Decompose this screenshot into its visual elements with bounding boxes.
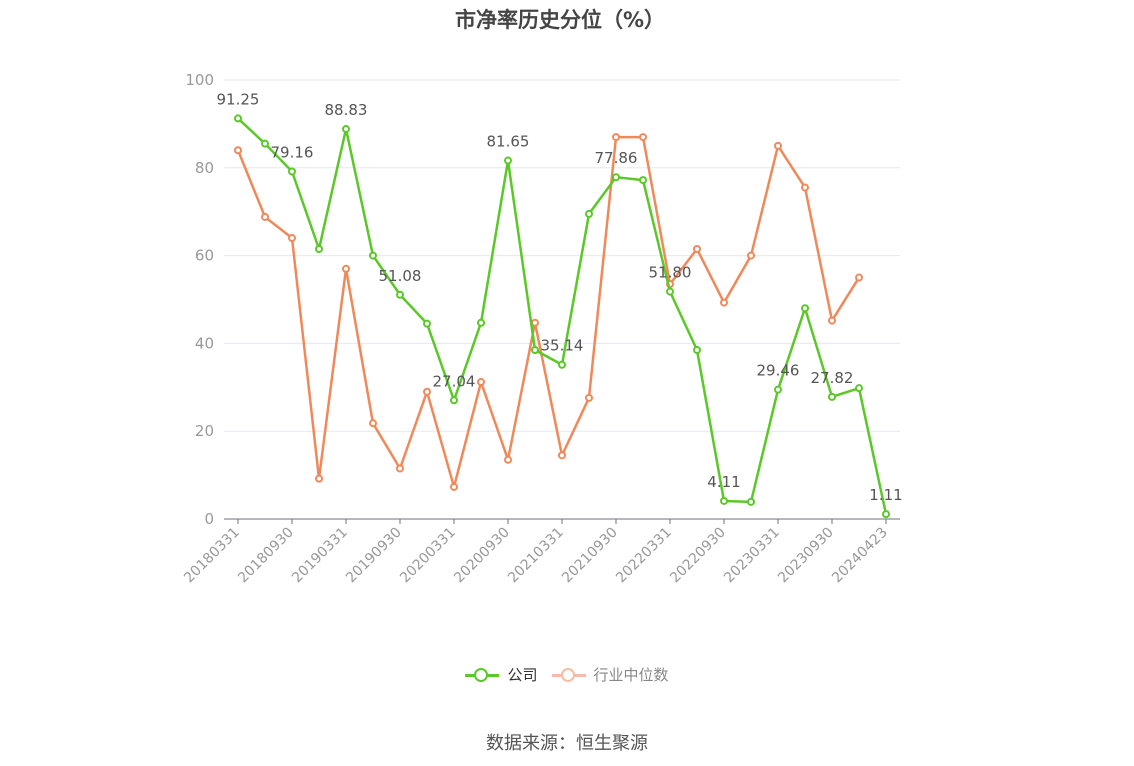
data-label: 27.82 [811,369,854,387]
y-axis: 0 20 40 60 80 100 [185,71,214,528]
data-point-company [882,510,890,519]
y-tick-label: 80 [195,159,214,177]
data-point-industry [477,378,485,387]
data-point-company [720,496,728,505]
data-point-industry [288,234,296,243]
data-point-company [774,385,782,394]
data-point-company [288,167,296,176]
data-point-industry [693,245,701,254]
legend-item-company[interactable]: 公司 [465,664,538,685]
x-tick-label: 20200930 [451,525,513,587]
x-tick-label: 20200331 [397,525,459,587]
data-point-company [315,245,323,254]
data-point-company [261,139,269,148]
data-label: 51.80 [649,264,692,282]
data-label: 88.83 [325,101,368,119]
data-point-industry [585,393,593,402]
x-tick-label: 20230930 [775,525,837,587]
data-labels: 91.25 79.16 88.83 51.08 27.04 81.65 35.14 77.86… [217,90,903,504]
data-point-industry [450,482,458,491]
data-point-industry [855,273,863,282]
x-tick-label: 20190930 [343,525,405,587]
x-axis: 2018033120180930201903312019093020200331… [181,518,900,587]
data-point-company [423,319,431,328]
x-tick-label: 20210331 [505,525,567,587]
x-tick-label: 20190331 [289,525,351,587]
data-point-company [855,384,863,393]
data-point-company [504,156,512,165]
legend-industry-label: 行业中位数 [593,666,669,684]
data-point-company [396,290,404,299]
legend-company-marker [465,667,500,682]
data-point-company [639,176,647,185]
data-point-company [369,251,377,260]
data-label: 91.25 [217,90,260,108]
x-tick-label: 20220331 [613,525,675,587]
data-label: 35.14 [541,337,584,355]
legend-company-label: 公司 [507,666,538,684]
legend-item-industry[interactable]: 行业中位数 [551,664,669,685]
data-point-industry [612,133,620,142]
data-point-company [531,345,539,354]
data-label: 27.04 [433,372,476,390]
legend-industry-marker [551,667,586,682]
data-label: 79.16 [271,143,314,161]
legend: 公司 行业中位数 [0,664,1134,685]
y-tick-label: 20 [195,422,214,440]
data-point-industry [369,419,377,428]
data-label: 51.08 [379,267,422,285]
data-point-industry [342,264,350,273]
y-tick-label: 60 [195,247,214,265]
data-source: 数据来源：恒生聚源 [486,733,648,754]
data-point-company [666,287,674,296]
data-label: 77.86 [595,149,638,167]
data-point-industry [639,133,647,142]
data-point-industry [720,298,728,307]
data-point-company [585,209,593,218]
series-line-industry [236,135,861,489]
x-tick-label: 20240423 [829,525,891,587]
data-point-industry [396,464,404,473]
data-point-industry [504,455,512,464]
data-point-company [747,497,755,506]
data-point-company [693,345,701,354]
x-tick-label: 20220930 [667,525,729,587]
data-point-company [612,173,620,182]
chart-title: 市净率历史分位（%） [454,8,666,32]
x-tick-label: 20180331 [181,525,243,587]
y-tick-label: 100 [185,71,214,89]
data-point-company [558,360,566,369]
data-point-industry [234,146,242,155]
x-tick-label: 20180930 [235,525,297,587]
data-point-industry [774,141,782,150]
data-point-industry [315,474,323,483]
y-tick-label: 0 [204,510,214,528]
data-label: 29.46 [757,362,800,380]
series-group [234,114,890,519]
data-point-company [477,318,485,327]
x-tick-label: 20230331 [721,525,783,587]
data-point-industry [747,251,755,260]
data-point-company [828,392,836,401]
data-label: 1.11 [869,486,902,504]
y-tick-label: 40 [195,334,214,352]
data-point-company [342,125,350,134]
data-point-industry [828,316,836,325]
data-point-company [234,114,242,123]
data-point-industry [423,387,431,396]
data-point-company [801,304,809,313]
data-label: 4.11 [707,473,740,491]
data-point-industry [261,212,269,221]
x-tick-label: 20210930 [559,525,621,587]
data-point-industry [801,183,809,192]
data-point-industry [558,451,566,460]
data-label: 81.65 [487,133,530,151]
data-point-industry [531,318,539,327]
data-point-company [450,396,458,405]
